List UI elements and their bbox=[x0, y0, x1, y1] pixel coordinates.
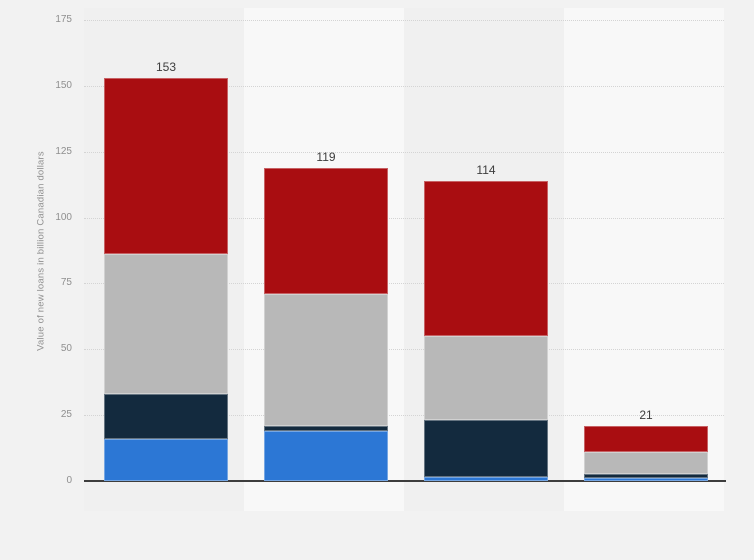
bar-segment-dark-navy-segment[interactable] bbox=[424, 420, 548, 478]
bar-segment-blue-segment[interactable] bbox=[104, 438, 228, 481]
bar-segment-blue-segment[interactable] bbox=[264, 430, 388, 481]
gridline bbox=[84, 415, 724, 417]
bar-segment-red-segment[interactable] bbox=[264, 167, 388, 294]
bar-total-label: 119 bbox=[316, 149, 336, 164]
bar-segment-red-segment[interactable] bbox=[424, 180, 548, 337]
gridline bbox=[84, 85, 724, 87]
bar-total-label: 114 bbox=[476, 162, 496, 177]
bar-stack bbox=[584, 425, 708, 481]
y-tick-label: 100 bbox=[55, 211, 72, 223]
y-tick-label: 125 bbox=[55, 145, 72, 157]
gridline bbox=[84, 283, 724, 285]
bar-segment-dark-navy-segment[interactable] bbox=[104, 394, 228, 439]
y-tick-label: 175 bbox=[55, 14, 72, 25]
y-axis-title: Value of new loans in billion Canadian d… bbox=[35, 151, 47, 351]
gridline bbox=[84, 217, 724, 219]
bar-segment-blue-segment[interactable] bbox=[424, 477, 548, 481]
bar-segment-dark-navy-segment[interactable] bbox=[264, 425, 388, 431]
bar-segment-gray-segment[interactable] bbox=[264, 293, 388, 426]
bar-stack bbox=[424, 180, 548, 481]
bar-segment-red-segment[interactable] bbox=[104, 77, 228, 255]
bar-segment-blue-segment[interactable] bbox=[584, 478, 708, 481]
bar-stack bbox=[104, 77, 228, 481]
y-tick-label: 75 bbox=[60, 277, 72, 289]
bar-stack bbox=[264, 167, 388, 481]
gridline bbox=[84, 349, 724, 351]
gridline bbox=[84, 20, 724, 21]
bar-segment-dark-navy-segment[interactable] bbox=[584, 474, 708, 479]
x-axis-line bbox=[84, 480, 726, 482]
y-tick-label: 25 bbox=[60, 409, 72, 421]
y-tick-label: 0 bbox=[66, 475, 72, 486]
bar-segment-gray-segment[interactable] bbox=[424, 336, 548, 421]
bar-segment-gray-segment[interactable] bbox=[104, 254, 228, 395]
y-tick-label: 50 bbox=[60, 343, 72, 355]
bar-segment-red-segment[interactable] bbox=[584, 425, 708, 453]
gridline bbox=[84, 151, 724, 153]
y-tick-label: 150 bbox=[55, 79, 72, 91]
bar-segment-gray-segment[interactable] bbox=[584, 452, 708, 475]
bar-total-label: 21 bbox=[639, 407, 653, 422]
bar-total-label: 153 bbox=[155, 59, 177, 74]
